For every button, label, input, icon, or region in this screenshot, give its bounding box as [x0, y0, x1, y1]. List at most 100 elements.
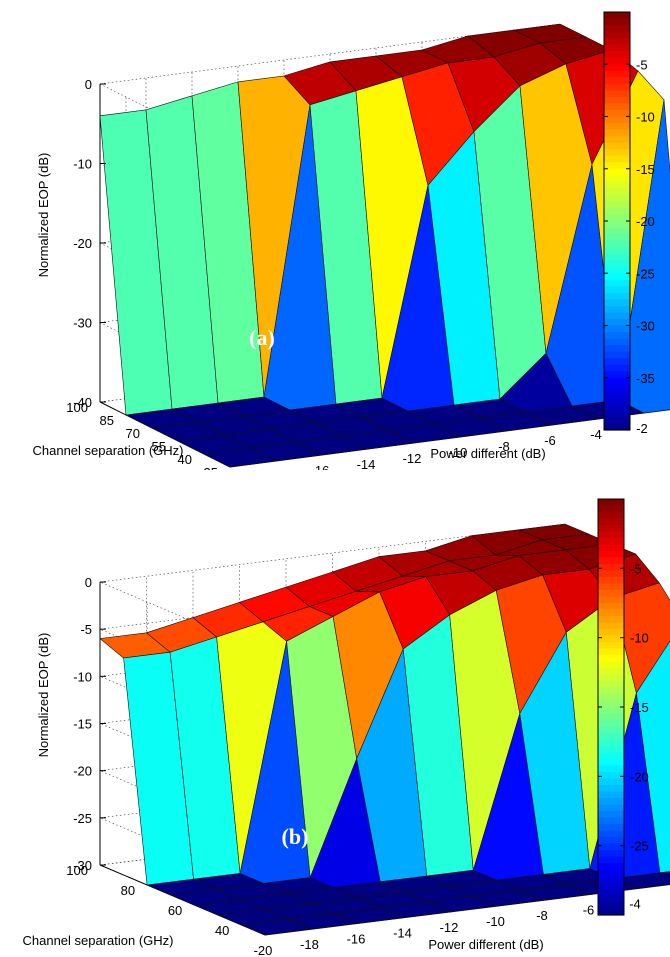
- x-axis-label: Power different (dB): [430, 446, 545, 461]
- colorbar-step: [598, 759, 624, 767]
- colorbar-step: [604, 416, 630, 425]
- colorbar-step: [598, 648, 624, 656]
- colorbar-step: [604, 90, 630, 98]
- x-tick-label: -12: [403, 451, 422, 466]
- z-tick-label: -30: [73, 316, 92, 331]
- y-tick-label: 100: [66, 400, 88, 415]
- y-tick-label: 60: [168, 903, 182, 918]
- colorbar-step: [598, 778, 624, 786]
- colorbar-step: [604, 175, 630, 183]
- colorbar-step: [604, 403, 630, 412]
- colorbar-tick-label: -15: [636, 162, 655, 177]
- colorbar-step: [598, 824, 624, 832]
- tick-labels: -40-30-20-100-20-18-16-14-12-10-8-6-4-20…: [66, 77, 648, 470]
- colorbar-step: [598, 668, 624, 676]
- x-tick-label: -14: [393, 926, 412, 941]
- colorbar-step: [604, 286, 630, 294]
- colorbar-step: [604, 25, 630, 33]
- colorbar: -5 -10 -15 -20 -25 -30 -35: [603, 11, 655, 431]
- colorbar-step: [598, 603, 624, 611]
- colorbar-step: [598, 856, 624, 864]
- colorbar-step: [598, 681, 624, 689]
- colorbar-tick-label: -25: [630, 839, 649, 854]
- x-tick-label: -20: [254, 943, 273, 957]
- tick-labels: -30 -25 -20 -15 -10 -5 0 -20 -18 -16 -14 -12 -10 -8 -6…: [66, 575, 641, 957]
- y-tick-label: 40: [178, 452, 192, 467]
- surface-patch: [636, 640, 670, 874]
- x-tick-label: -16: [311, 463, 330, 470]
- z-tick-label: -10: [73, 669, 92, 684]
- colorbar-step: [604, 51, 630, 59]
- colorbar-step: [598, 720, 624, 728]
- colorbar-step: [598, 674, 624, 682]
- x-tick-label: -4: [629, 897, 641, 912]
- y-tick-label: 85: [100, 413, 114, 428]
- colorbar-step: [604, 351, 630, 359]
- colorbar-step: [598, 557, 624, 565]
- x-tick-label: -16: [347, 931, 366, 946]
- colorbar-step: [598, 713, 624, 721]
- colorbar-step: [598, 583, 624, 591]
- colorbar-step: [604, 292, 630, 300]
- x-tick-label: -10: [486, 914, 505, 929]
- colorbar-tick-label: -35: [636, 371, 655, 386]
- colorbar-step: [598, 869, 624, 877]
- colorbar-step: [604, 214, 630, 222]
- colorbar-step: [604, 227, 630, 235]
- colorbar-step: [598, 629, 624, 637]
- z-axis-label: Normalized EOP (dB): [36, 633, 51, 758]
- colorbar-step: [598, 746, 624, 754]
- colorbar-step: [598, 512, 624, 520]
- colorbar-step: [604, 57, 630, 65]
- colorbar-step: [604, 162, 630, 170]
- colorbar-step: [598, 635, 624, 643]
- x-tick-label: -6: [583, 902, 595, 917]
- colorbar-step: [598, 733, 624, 741]
- colorbar-step: [598, 726, 624, 734]
- colorbar-step: [598, 739, 624, 747]
- colorbar-step: [604, 123, 630, 131]
- colorbar-step: [604, 397, 630, 405]
- z-tick-label: -10: [73, 157, 92, 172]
- colorbar-step: [598, 889, 624, 897]
- colorbar-tick-label: -10: [636, 110, 655, 125]
- y-tick-label: 25: [204, 465, 218, 470]
- x-tick-label: -2: [636, 421, 648, 436]
- colorbar-step: [598, 661, 624, 669]
- z-tick-label: -20: [73, 764, 92, 779]
- colorbar-step: [598, 525, 624, 533]
- x-tick-label: -4: [590, 427, 602, 442]
- colorbar-step: [598, 531, 624, 539]
- colorbar-step: [598, 707, 624, 715]
- colorbar-step: [598, 772, 624, 780]
- colorbar-step: [604, 64, 630, 72]
- colorbar-step: [598, 499, 624, 507]
- colorbar-step: [604, 253, 630, 261]
- z-tick-label: -15: [73, 717, 92, 732]
- colorbar-step: [604, 279, 630, 287]
- colorbar-step: [598, 616, 624, 624]
- colorbar-step: [604, 168, 630, 176]
- colorbar-step: [598, 882, 624, 890]
- colorbar-step: [604, 142, 630, 150]
- colorbar-step: [604, 345, 630, 353]
- colorbar-step: [598, 687, 624, 695]
- colorbar-step: [598, 798, 624, 806]
- colorbar-step: [598, 570, 624, 578]
- colorbar-step: [604, 129, 630, 137]
- x-tick-label: -10: [449, 445, 468, 460]
- colorbar-step: [598, 843, 624, 851]
- colorbar-tick-label: -30: [636, 319, 655, 334]
- colorbar-step: [604, 371, 630, 379]
- colorbar-step: [604, 318, 630, 327]
- colorbar-step: [598, 830, 624, 838]
- x-tick-label: -8: [536, 908, 548, 923]
- x-tick-label: -6: [544, 433, 556, 448]
- colorbar-step: [598, 505, 624, 513]
- z-tick-label: -30: [73, 858, 92, 873]
- colorbar-step: [598, 694, 624, 702]
- colorbar-step: [598, 752, 624, 760]
- colorbar-step: [604, 181, 630, 189]
- colorbar-tick-label: -5: [636, 57, 648, 72]
- colorbar-step: [604, 44, 630, 52]
